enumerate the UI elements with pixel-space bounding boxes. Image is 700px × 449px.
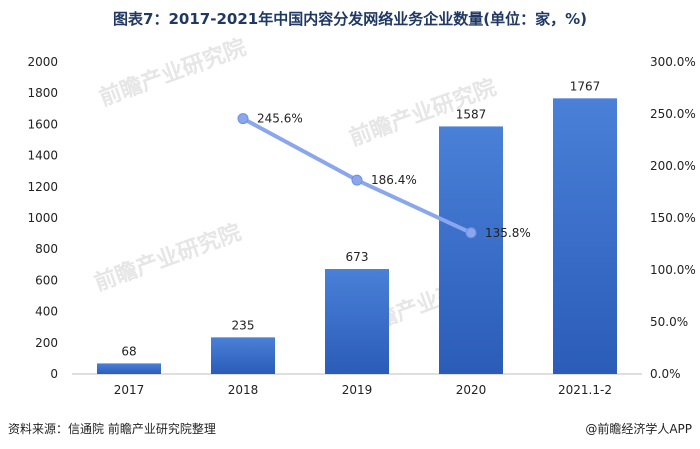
y-left-tick-label: 1800: [27, 86, 58, 100]
y-left-tick-label: 200: [35, 336, 58, 350]
y-left-tick-label: 800: [35, 242, 58, 256]
bar: [553, 98, 617, 375]
y-left-tick-label: 2000: [27, 55, 58, 69]
bar-value-label: 1767: [570, 79, 601, 93]
y-right-tick-label: 50.0%: [650, 315, 688, 329]
bar: [325, 269, 389, 374]
bar-value-label: 235: [232, 318, 255, 332]
y-left-tick-label: 1000: [27, 211, 58, 225]
y-right-tick-label: 250.0%: [650, 107, 696, 121]
y-left-tick-label: 400: [35, 305, 58, 319]
bar: [211, 337, 275, 374]
brand-credit: @前瞻经济学人APP: [585, 422, 692, 436]
x-tick-label: 2017: [114, 383, 145, 397]
y-right-tick-label: 200.0%: [650, 159, 696, 173]
x-tick-label: 2020: [456, 383, 487, 397]
bar-value-label: 1587: [456, 107, 487, 121]
y-left-tick-label: 0: [50, 367, 58, 381]
y-right-tick-label: 0.0%: [650, 367, 681, 381]
growth-label: 245.6%: [257, 112, 303, 126]
growth-point: [465, 227, 477, 239]
y-right-tick-label: 100.0%: [650, 263, 696, 277]
bar: [97, 363, 161, 374]
y-right-tick-label: 300.0%: [650, 55, 696, 69]
bar-value-label: 68: [121, 344, 136, 358]
growth-point: [237, 113, 249, 125]
x-tick-label: 2018: [228, 383, 259, 397]
x-tick-label: 2019: [342, 383, 373, 397]
y-right-tick-label: 150.0%: [650, 211, 696, 225]
growth-label: 186.4%: [371, 173, 417, 187]
growth-label: 135.8%: [485, 226, 531, 240]
chart-title: 图表7：2017-2021年中国内容分发网络业务企业数量(单位：家，%): [113, 10, 587, 28]
growth-point: [351, 174, 363, 186]
y-left-tick-label: 1600: [27, 117, 58, 131]
bar: [439, 126, 503, 374]
y-left-tick-label: 1200: [27, 180, 58, 194]
x-tick-label: 2021.1-2: [558, 383, 612, 397]
bar-value-label: 673: [346, 250, 369, 264]
source-note: 资料来源：信通院 前瞻产业研究院整理: [8, 422, 216, 436]
y-left-tick-label: 1400: [27, 149, 58, 163]
y-left-tick-label: 600: [35, 273, 58, 287]
